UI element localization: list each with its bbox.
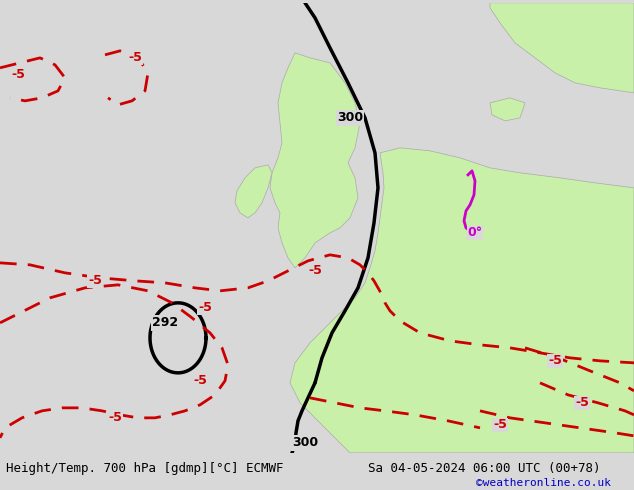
Text: -5: -5 <box>575 396 589 409</box>
Text: -5: -5 <box>193 374 207 388</box>
Text: ©weatheronline.co.uk: ©weatheronline.co.uk <box>476 478 611 488</box>
Polygon shape <box>490 3 634 93</box>
Text: 292: 292 <box>152 317 178 329</box>
Polygon shape <box>290 148 634 453</box>
Text: -5: -5 <box>308 264 322 277</box>
Polygon shape <box>490 98 525 121</box>
Text: -5: -5 <box>11 68 25 81</box>
Polygon shape <box>270 53 360 268</box>
Text: 300: 300 <box>292 437 318 449</box>
Text: Sa 04-05-2024 06:00 UTC (00+78): Sa 04-05-2024 06:00 UTC (00+78) <box>368 462 600 475</box>
Text: 300: 300 <box>337 111 363 124</box>
Text: -5: -5 <box>493 418 507 431</box>
Text: -5: -5 <box>108 411 122 424</box>
Polygon shape <box>235 165 272 218</box>
Text: -5: -5 <box>128 51 142 64</box>
Text: -5: -5 <box>198 301 212 315</box>
Text: -5: -5 <box>548 354 562 368</box>
Text: 0°: 0° <box>467 226 482 239</box>
Text: -5: -5 <box>88 274 102 287</box>
Text: Height/Temp. 700 hPa [gdmp][°C] ECMWF: Height/Temp. 700 hPa [gdmp][°C] ECMWF <box>6 462 284 475</box>
